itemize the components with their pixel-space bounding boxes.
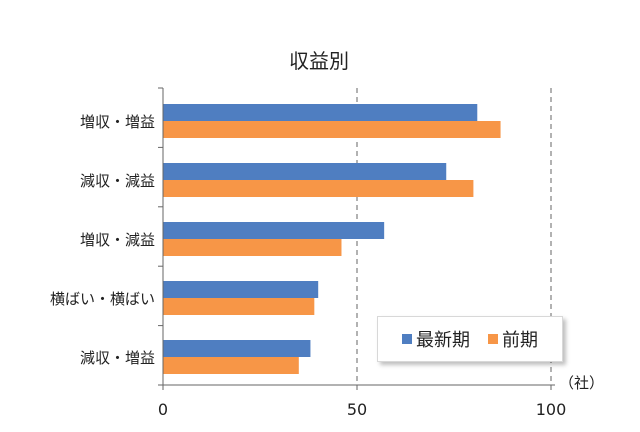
bars bbox=[163, 104, 501, 374]
bar-2-1 bbox=[163, 239, 342, 256]
legend-label-latest: 最新期 bbox=[416, 330, 470, 351]
category-label-2: 増収・減益 bbox=[80, 231, 155, 249]
x-unit-label: （社） bbox=[559, 374, 604, 392]
legend-item-previous: 前期 bbox=[488, 326, 538, 352]
x-tick-label-2: 100 bbox=[536, 400, 567, 419]
legend-label-previous: 前期 bbox=[502, 330, 538, 351]
legend-item-latest: 最新期 bbox=[402, 326, 470, 352]
bar-4-0 bbox=[163, 340, 311, 357]
bar-4-1 bbox=[163, 357, 299, 374]
bar-0-1 bbox=[163, 121, 501, 138]
bar-3-1 bbox=[163, 298, 315, 315]
legend: 最新期 前期 bbox=[377, 316, 563, 362]
legend-swatch-previous bbox=[488, 334, 498, 344]
category-label-4: 減収・増益 bbox=[80, 349, 155, 367]
legend-swatch-latest bbox=[402, 334, 412, 344]
category-label-0: 増収・増益 bbox=[80, 113, 155, 131]
bar-2-0 bbox=[163, 222, 385, 239]
x-tick-label-0: 0 bbox=[158, 400, 168, 419]
x-tick-label-1: 50 bbox=[347, 400, 367, 419]
bar-0-0 bbox=[163, 104, 478, 121]
bar-1-0 bbox=[163, 163, 447, 180]
category-label-1: 減収・減益 bbox=[80, 172, 155, 190]
chart-title: 収益別 bbox=[289, 49, 349, 73]
bar-3-0 bbox=[163, 281, 319, 298]
category-label-3: 横ばい・横ばい bbox=[50, 290, 155, 308]
bar-1-1 bbox=[163, 180, 474, 197]
